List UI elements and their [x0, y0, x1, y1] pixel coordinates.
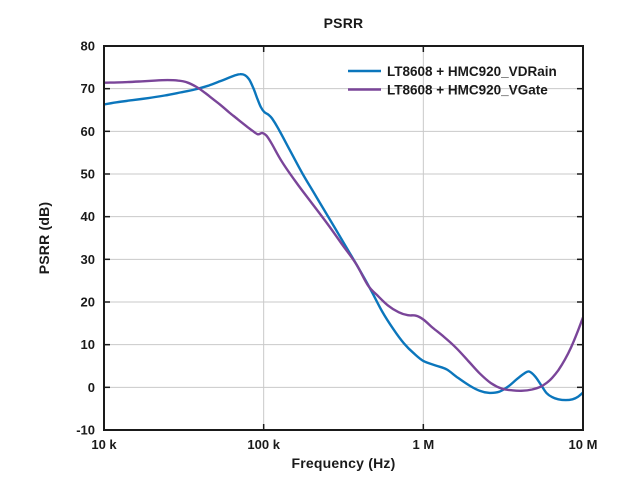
y-tick-label: 20 [81, 295, 95, 310]
x-tick-label: 10 k [91, 437, 117, 452]
grid-lines [104, 46, 583, 430]
y-tick-label: 50 [81, 167, 95, 182]
x-tick-label: 1 M [412, 437, 434, 452]
series-line-1 [104, 78, 583, 392]
tick-marks [104, 46, 583, 430]
y-tick-label: -10 [76, 423, 95, 438]
y-tick-label: 60 [81, 124, 95, 139]
y-tick-label: 30 [81, 252, 95, 267]
legend: LT8608 + HMC920_VDRain LT8608 + HMC920_VG… [348, 64, 557, 97]
y-tick-label: 0 [88, 380, 95, 395]
x-axis-title: Frequency (Hz) [291, 455, 396, 471]
x-tick-label: 100 k [247, 437, 280, 452]
legend-label: LT8608 + HMC920_VGate [387, 82, 548, 97]
series-line-0 [104, 72, 583, 402]
y-tick-label: 40 [81, 209, 95, 224]
y-tick-label: 10 [81, 337, 95, 352]
y-tick-label: 70 [81, 81, 95, 96]
y-tick-label: 80 [81, 39, 95, 54]
legend-label: LT8608 + HMC920_VDRain [387, 64, 557, 79]
x-tick-label: 10 M [569, 437, 598, 452]
chart-title: PSRR [323, 15, 364, 31]
series-curves [104, 72, 583, 402]
plot-frame [103, 45, 584, 431]
